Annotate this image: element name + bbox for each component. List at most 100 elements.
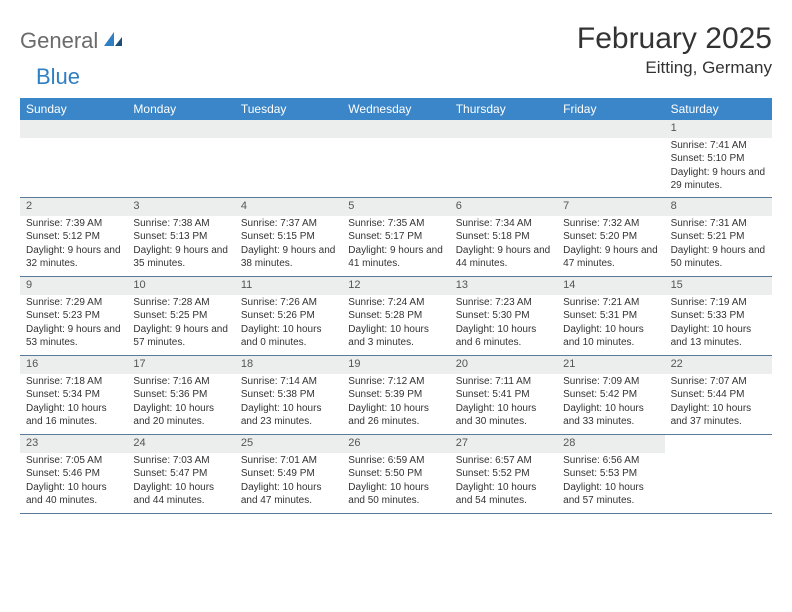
day-cell: 22Sunrise: 7:07 AMSunset: 5:44 PMDayligh…: [665, 356, 772, 434]
daylight-line: Daylight: 10 hours and 57 minutes.: [563, 481, 658, 508]
day-number: 3: [127, 198, 234, 216]
day-header-wednesday: Wednesday: [342, 98, 449, 120]
empty-cell: [342, 120, 449, 197]
day-cell: 3Sunrise: 7:38 AMSunset: 5:13 PMDaylight…: [127, 198, 234, 276]
day-details: Sunrise: 7:12 AMSunset: 5:39 PMDaylight:…: [342, 374, 449, 433]
daylight-line: Daylight: 10 hours and 3 minutes.: [348, 323, 443, 350]
sunrise-line: Sunrise: 7:18 AM: [26, 375, 121, 389]
day-number: 15: [665, 277, 772, 295]
day-details: Sunrise: 7:05 AMSunset: 5:46 PMDaylight:…: [20, 453, 127, 512]
sunset-line: Sunset: 5:46 PM: [26, 467, 121, 481]
daylight-line: Daylight: 10 hours and 30 minutes.: [456, 402, 551, 429]
sunset-line: Sunset: 5:44 PM: [671, 388, 766, 402]
sunrise-line: Sunrise: 7:07 AM: [671, 375, 766, 389]
day-cell: 6Sunrise: 7:34 AMSunset: 5:18 PMDaylight…: [450, 198, 557, 276]
day-details: Sunrise: 7:38 AMSunset: 5:13 PMDaylight:…: [127, 216, 234, 275]
empty-daynum: [235, 120, 342, 138]
day-header-tuesday: Tuesday: [235, 98, 342, 120]
day-details: Sunrise: 7:21 AMSunset: 5:31 PMDaylight:…: [557, 295, 664, 354]
day-number: 26: [342, 435, 449, 453]
sunset-line: Sunset: 5:39 PM: [348, 388, 443, 402]
day-number: 8: [665, 198, 772, 216]
sunrise-line: Sunrise: 7:29 AM: [26, 296, 121, 310]
week-row: 9Sunrise: 7:29 AMSunset: 5:23 PMDaylight…: [20, 277, 772, 356]
day-number: 22: [665, 356, 772, 374]
day-details: Sunrise: 7:07 AMSunset: 5:44 PMDaylight:…: [665, 374, 772, 433]
daylight-line: Daylight: 9 hours and 32 minutes.: [26, 244, 121, 271]
day-details: Sunrise: 7:24 AMSunset: 5:28 PMDaylight:…: [342, 295, 449, 354]
day-number: 14: [557, 277, 664, 295]
sunset-line: Sunset: 5:33 PM: [671, 309, 766, 323]
sunrise-line: Sunrise: 7:37 AM: [241, 217, 336, 231]
sunrise-line: Sunrise: 7:26 AM: [241, 296, 336, 310]
day-number: 6: [450, 198, 557, 216]
day-cell: 5Sunrise: 7:35 AMSunset: 5:17 PMDaylight…: [342, 198, 449, 276]
daylight-line: Daylight: 9 hours and 38 minutes.: [241, 244, 336, 271]
day-cell: 27Sunrise: 6:57 AMSunset: 5:52 PMDayligh…: [450, 435, 557, 513]
sunrise-line: Sunrise: 7:11 AM: [456, 375, 551, 389]
sunset-line: Sunset: 5:30 PM: [456, 309, 551, 323]
sunset-line: Sunset: 5:25 PM: [133, 309, 228, 323]
day-details: Sunrise: 6:56 AMSunset: 5:53 PMDaylight:…: [557, 453, 664, 512]
day-cell: 24Sunrise: 7:03 AMSunset: 5:47 PMDayligh…: [127, 435, 234, 513]
daylight-line: Daylight: 9 hours and 35 minutes.: [133, 244, 228, 271]
day-cell: 28Sunrise: 6:56 AMSunset: 5:53 PMDayligh…: [557, 435, 664, 513]
day-cell: 9Sunrise: 7:29 AMSunset: 5:23 PMDaylight…: [20, 277, 127, 355]
day-number: 10: [127, 277, 234, 295]
daylight-line: Daylight: 9 hours and 29 minutes.: [671, 166, 766, 193]
day-details: Sunrise: 6:59 AMSunset: 5:50 PMDaylight:…: [342, 453, 449, 512]
day-details: Sunrise: 7:34 AMSunset: 5:18 PMDaylight:…: [450, 216, 557, 275]
week-row: 1Sunrise: 7:41 AMSunset: 5:10 PMDaylight…: [20, 120, 772, 198]
sunset-line: Sunset: 5:38 PM: [241, 388, 336, 402]
day-details: Sunrise: 7:41 AMSunset: 5:10 PMDaylight:…: [665, 138, 772, 197]
empty-cell: [665, 435, 772, 513]
day-number: 16: [20, 356, 127, 374]
day-details: Sunrise: 7:19 AMSunset: 5:33 PMDaylight:…: [665, 295, 772, 354]
day-details: Sunrise: 7:29 AMSunset: 5:23 PMDaylight:…: [20, 295, 127, 354]
daylight-line: Daylight: 10 hours and 26 minutes.: [348, 402, 443, 429]
day-cell: 7Sunrise: 7:32 AMSunset: 5:20 PMDaylight…: [557, 198, 664, 276]
day-number: 17: [127, 356, 234, 374]
day-header-row: SundayMondayTuesdayWednesdayThursdayFrid…: [20, 98, 772, 120]
daylight-line: Daylight: 10 hours and 23 minutes.: [241, 402, 336, 429]
empty-cell: [557, 120, 664, 197]
day-cell: 23Sunrise: 7:05 AMSunset: 5:46 PMDayligh…: [20, 435, 127, 513]
daylight-line: Daylight: 10 hours and 44 minutes.: [133, 481, 228, 508]
sunrise-line: Sunrise: 7:01 AM: [241, 454, 336, 468]
sunrise-line: Sunrise: 6:57 AM: [456, 454, 551, 468]
sunrise-line: Sunrise: 7:23 AM: [456, 296, 551, 310]
sunrise-line: Sunrise: 7:32 AM: [563, 217, 658, 231]
sunrise-line: Sunrise: 7:24 AM: [348, 296, 443, 310]
day-details: Sunrise: 7:09 AMSunset: 5:42 PMDaylight:…: [557, 374, 664, 433]
day-details: Sunrise: 6:57 AMSunset: 5:52 PMDaylight:…: [450, 453, 557, 512]
day-number: 9: [20, 277, 127, 295]
sunset-line: Sunset: 5:23 PM: [26, 309, 121, 323]
sunrise-line: Sunrise: 7:31 AM: [671, 217, 766, 231]
sunrise-line: Sunrise: 6:56 AM: [563, 454, 658, 468]
day-cell: 17Sunrise: 7:16 AMSunset: 5:36 PMDayligh…: [127, 356, 234, 434]
day-details: Sunrise: 7:32 AMSunset: 5:20 PMDaylight:…: [557, 216, 664, 275]
empty-cell: [235, 120, 342, 197]
daylight-line: Daylight: 9 hours and 50 minutes.: [671, 244, 766, 271]
logo: General: [20, 28, 126, 54]
sunrise-line: Sunrise: 7:12 AM: [348, 375, 443, 389]
sunset-line: Sunset: 5:12 PM: [26, 230, 121, 244]
day-cell: 19Sunrise: 7:12 AMSunset: 5:39 PMDayligh…: [342, 356, 449, 434]
day-details: Sunrise: 7:01 AMSunset: 5:49 PMDaylight:…: [235, 453, 342, 512]
sunrise-line: Sunrise: 7:28 AM: [133, 296, 228, 310]
week-row: 23Sunrise: 7:05 AMSunset: 5:46 PMDayligh…: [20, 435, 772, 514]
day-cell: 21Sunrise: 7:09 AMSunset: 5:42 PMDayligh…: [557, 356, 664, 434]
sail-icon: [102, 30, 124, 53]
sunset-line: Sunset: 5:28 PM: [348, 309, 443, 323]
day-cell: 8Sunrise: 7:31 AMSunset: 5:21 PMDaylight…: [665, 198, 772, 276]
daylight-line: Daylight: 10 hours and 40 minutes.: [26, 481, 121, 508]
sunset-line: Sunset: 5:53 PM: [563, 467, 658, 481]
sunset-line: Sunset: 5:20 PM: [563, 230, 658, 244]
empty-cell: [450, 120, 557, 197]
sunset-line: Sunset: 5:42 PM: [563, 388, 658, 402]
sunset-line: Sunset: 5:26 PM: [241, 309, 336, 323]
sunrise-line: Sunrise: 7:41 AM: [671, 139, 766, 153]
day-header-friday: Friday: [557, 98, 664, 120]
day-details: Sunrise: 7:35 AMSunset: 5:17 PMDaylight:…: [342, 216, 449, 275]
day-number: 7: [557, 198, 664, 216]
